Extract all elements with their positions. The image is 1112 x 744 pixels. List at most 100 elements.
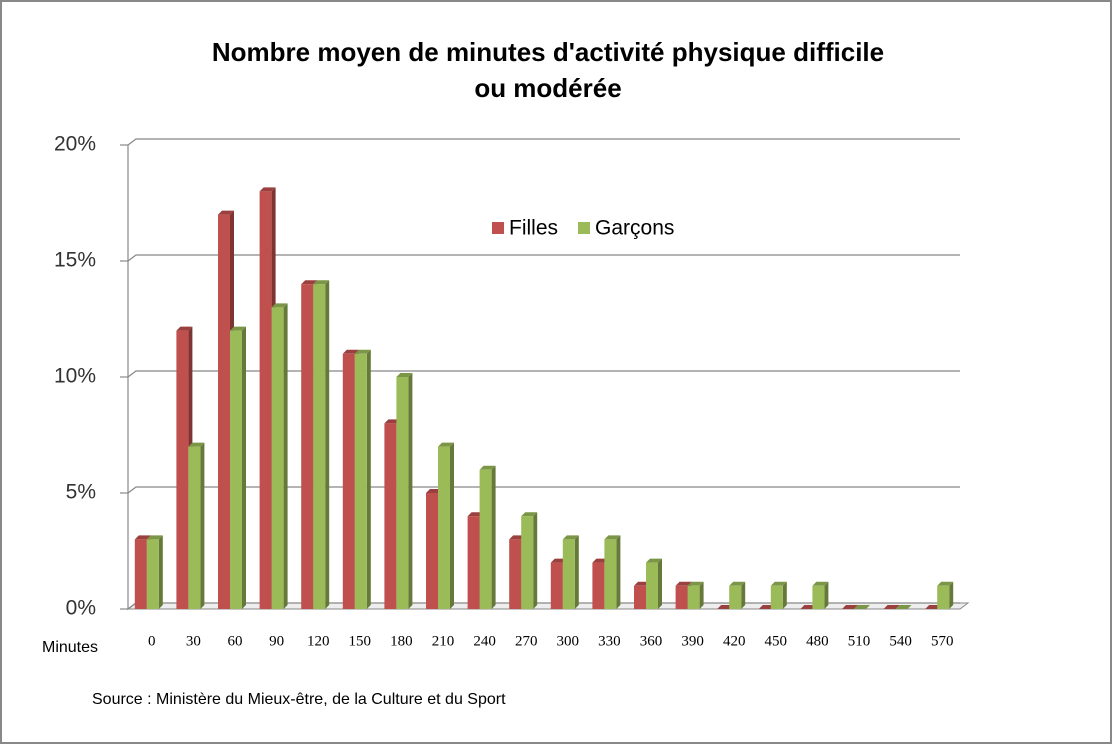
x-tick-label: 330: [598, 633, 621, 649]
bar-side: [325, 280, 330, 609]
x-axis-label: Minutes: [42, 639, 98, 656]
bar: [301, 284, 314, 609]
x-tick-label: 300: [557, 633, 580, 649]
grid-line: [127, 138, 960, 146]
bar: [218, 214, 230, 609]
bar-top: [521, 512, 538, 517]
bar-top: [134, 535, 151, 540]
bar: [146, 539, 159, 609]
bar-side: [949, 581, 954, 609]
x-tick-label: 570: [931, 633, 954, 649]
bar-side: [658, 558, 662, 609]
x-tick-label: 480: [806, 633, 829, 649]
bar-side: [366, 349, 371, 609]
bar-top: [259, 187, 276, 192]
bar: [467, 516, 480, 609]
bar-top: [438, 442, 454, 447]
x-tick-label: 30: [186, 633, 201, 649]
x-tick-label: 150: [349, 633, 372, 649]
bar-side: [491, 465, 496, 609]
x-tick-label: 540: [889, 633, 912, 649]
bar-top: [854, 605, 870, 609]
bar-top: [176, 326, 193, 331]
y-tick-label: 0%: [66, 597, 96, 620]
bar: [562, 539, 575, 609]
bar: [812, 585, 825, 609]
bar: [313, 284, 326, 609]
bar-top: [812, 581, 829, 586]
bar-side: [533, 512, 538, 609]
bar-top: [301, 280, 318, 285]
bar: [354, 353, 367, 609]
bar: [937, 585, 950, 609]
grid-line: [127, 370, 960, 378]
bar-top: [562, 535, 579, 540]
bar-top: [396, 373, 413, 377]
bar-top: [842, 605, 858, 609]
bar: [438, 446, 450, 609]
bar-top: [675, 581, 692, 586]
bar-top: [895, 605, 912, 609]
bar-top: [146, 535, 163, 540]
x-tick-label: 390: [681, 633, 704, 649]
bar: [271, 307, 284, 609]
bar: [550, 562, 563, 609]
x-tick-label: 180: [390, 633, 413, 649]
x-tick-label: 90: [269, 633, 284, 649]
bar: [134, 539, 147, 609]
x-tick-label: 210: [432, 633, 455, 649]
bar: [342, 353, 355, 609]
bar: [604, 539, 617, 609]
bar: [521, 516, 534, 609]
grid-line: [127, 254, 960, 262]
bar: [396, 377, 409, 609]
x-tick-label: 360: [640, 633, 663, 649]
bar-side: [158, 535, 163, 609]
bar: [479, 469, 492, 609]
x-tick-label: 60: [228, 633, 243, 649]
bar-top: [230, 326, 246, 331]
bar-side: [782, 581, 787, 609]
bar-side: [242, 326, 246, 609]
bar-top: [479, 465, 496, 470]
bar: [176, 330, 189, 609]
bar: [426, 493, 438, 609]
bar-top: [313, 280, 330, 285]
bar-side: [574, 535, 579, 609]
x-tick-label: 450: [765, 633, 788, 649]
bar: [675, 585, 688, 609]
y-tick-label: 5%: [66, 481, 96, 504]
legend-swatch: [578, 222, 591, 234]
y-tick-label: 10%: [54, 365, 96, 388]
bar: [770, 585, 783, 609]
x-tick-label: 420: [723, 633, 746, 649]
bar: [384, 423, 397, 609]
bar-side: [616, 535, 621, 609]
floor: [126, 602, 970, 610]
bar-side: [450, 442, 454, 609]
bar: [729, 585, 742, 609]
bar: [634, 585, 646, 609]
bar-top: [354, 349, 371, 354]
bar-side: [699, 581, 704, 609]
legend-label: Filles: [509, 217, 558, 240]
bar-top: [646, 558, 662, 563]
chart-title: Nombre moyen de minutes d'activité physi…: [212, 37, 884, 67]
bar-top: [218, 210, 234, 215]
bar-top: [271, 303, 288, 308]
bar-top: [188, 442, 205, 447]
bar: [687, 585, 700, 609]
bar-top: [770, 581, 787, 586]
x-tick-label: 270: [515, 633, 538, 649]
x-tick-label: 0: [148, 633, 156, 649]
bar-side: [283, 303, 288, 609]
bar: [509, 539, 522, 609]
grid-line: [127, 486, 960, 494]
bar: [592, 562, 605, 609]
bar-top: [883, 605, 900, 609]
bar-top: [604, 535, 621, 540]
x-tick-label: 510: [848, 633, 871, 649]
x-tick-label: 120: [307, 633, 330, 649]
legend-label: Garçons: [595, 217, 674, 240]
